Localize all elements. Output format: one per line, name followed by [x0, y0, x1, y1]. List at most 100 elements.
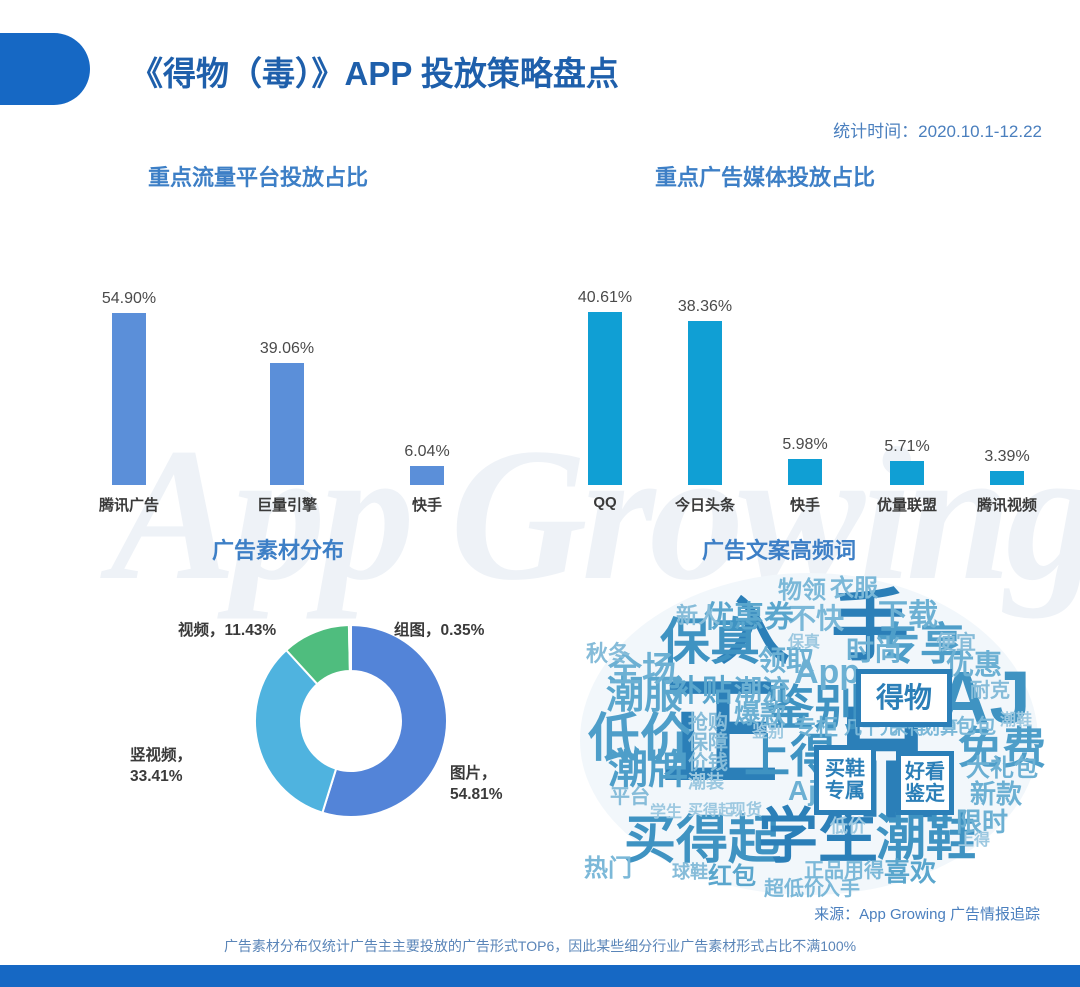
word-cloud-word: 耐克: [970, 680, 1010, 702]
word-cloud-word: 不快: [788, 603, 845, 634]
word-cloud-word: 红包: [708, 863, 756, 890]
word-cloud-word: 免费: [958, 724, 1046, 773]
word-cloud-word: 潮鞋: [1000, 712, 1033, 729]
word-cloud-word: 买得起: [624, 812, 781, 870]
bar-value-label: 5.98%: [782, 436, 828, 453]
bar-column: 38.36% 今日头条: [675, 230, 735, 514]
word-cloud-word: 用得: [844, 860, 884, 882]
word-cloud-keywords: 正品入手保真 专享 AJ 鉴别 低价 潮服 全场 潮牌 上得 免费 买得起 学生 潮鞋 App 下载 不快 时尚…: [566, 565, 1052, 905]
word-cloud-boxed-word-inner: 得物: [861, 674, 947, 722]
donut-label-vertical-line1: 竖视频，: [130, 747, 193, 764]
word-cloud-word: 入手: [820, 878, 860, 900]
bar-rect: [688, 321, 722, 485]
word-cloud-word: 低价: [588, 710, 693, 768]
word-cloud-word: 优惠券: [704, 601, 794, 634]
bar-rect: [588, 312, 622, 485]
bar-column: 6.04% 快手: [404, 230, 449, 514]
bar-category-label: 腾讯视频: [976, 497, 1038, 514]
word-cloud-word: 时尚: [846, 635, 903, 666]
word-cloud-word: App: [794, 653, 861, 691]
word-cloud-word: 正品: [804, 860, 844, 882]
word-cloud-word: 入: [716, 590, 790, 673]
word-cloud-word: 潮流: [734, 675, 791, 706]
word-cloud-boxed-word: 好看 鉴定: [896, 751, 954, 815]
bar-category-label: QQ: [593, 494, 617, 511]
bar-chart-platform: 54.90% 腾讯广告 39.06% 巨量引擎 6.04% 快手: [90, 230, 510, 514]
word-cloud-word: 保障: [688, 732, 728, 754]
word-cloud-word: 秋冬: [586, 641, 631, 666]
word-cloud-word: 现货: [730, 802, 763, 819]
word-cloud-word: 新人: [676, 603, 721, 628]
word-cloud-word: 潮装: [688, 772, 724, 792]
bar-rect: [990, 471, 1024, 485]
word-cloud-word: 全场: [608, 651, 676, 689]
bar-rect: [410, 466, 444, 485]
word-cloud-word: 专享: [876, 620, 964, 669]
word-cloud-boxed-word-inner: 好看 鉴定: [901, 756, 949, 810]
footnote: 广告素材分布仅统计广告主主要投放的广告形式TOP6，因此某些细分行业广告素材形式…: [223, 938, 857, 954]
word-cloud-word: 手: [831, 582, 910, 670]
bar-rect: [788, 459, 822, 485]
donut-svg: [254, 623, 448, 818]
donut-label-image-line1: 图片，: [450, 765, 497, 782]
source-credit: 来源：App Growing 广告情报追踪: [814, 906, 1040, 923]
bar-value-label: 54.90%: [101, 290, 157, 307]
word-cloud-word: 新款: [970, 779, 1023, 809]
word-cloud-word: 鉴别: [752, 724, 785, 741]
donut-label-vertical-video: 竖视频， 33.41%: [130, 745, 192, 787]
donut-label-image: 图片， 54.81%: [450, 763, 503, 805]
word-cloud-word: 潮服: [606, 675, 683, 717]
bar-category-label: 腾讯广告: [98, 497, 160, 514]
word-cloud-word: 低价: [830, 816, 866, 836]
donut-slice: [347, 623, 352, 673]
word-cloud-word: 便宜: [936, 632, 976, 654]
word-cloud-word: 上得: [958, 832, 991, 849]
word-cloud-background: [580, 573, 1038, 895]
bar-column: 54.90% 腾讯广告: [99, 230, 159, 514]
word-cloud-word: 限时: [956, 807, 1009, 837]
word-cloud-word: 抢购: [688, 712, 728, 734]
bar-category-label: 今日头条: [674, 497, 736, 514]
word-cloud-word: 潮鞋: [876, 810, 976, 866]
word-cloud-word: 学生: [650, 804, 683, 821]
bar-column: 5.98% 快手: [782, 230, 827, 514]
word-cloud-word: 专柜: [794, 715, 839, 740]
bar-value-label: 40.61%: [577, 289, 633, 306]
word-cloud-boxed-word-line2: 鉴定: [905, 783, 945, 805]
bar-value-label: 6.04%: [404, 443, 450, 460]
bar-category-label: 快手: [789, 497, 821, 514]
word-cloud-word: 物领: [778, 577, 826, 604]
word-cloud-word: 喜欢: [884, 857, 937, 887]
word-cloud-word: 价钱: [688, 752, 728, 774]
section-title-material: 广告素材分布: [212, 538, 345, 563]
word-cloud-word: 包包: [956, 716, 996, 738]
bar-column: 3.39% 腾讯视频: [977, 230, 1037, 514]
section-title-media: 重点广告媒体投放占比: [655, 165, 876, 190]
section-title-keywords: 广告文案高频词: [702, 538, 857, 563]
word-cloud-word: 衣服: [830, 575, 878, 602]
word-cloud-word: 爆款: [734, 699, 787, 729]
word-cloud-boxed-word: 买鞋 专属: [814, 745, 876, 815]
donut-label-group: 组图，0.35%: [394, 622, 485, 639]
word-cloud-word: 学生: [758, 803, 878, 870]
word-cloud-boxed-word: 得物: [856, 669, 952, 727]
word-cloud-word: 大礼包: [966, 755, 1038, 782]
word-cloud-word: 平台: [610, 786, 650, 808]
bar-column: 39.06% 巨量引擎: [257, 230, 317, 514]
word-cloud-word: 鉴别: [766, 682, 863, 735]
donut-slice: [321, 623, 448, 818]
bar-value-label: 39.06%: [259, 340, 315, 357]
word-cloud-word: 保真: [660, 614, 760, 670]
bar-value-label: 3.39%: [984, 448, 1030, 465]
bar-value-label: 38.36%: [677, 298, 733, 315]
word-cloud-word: 保真: [788, 634, 821, 651]
bar-category-label: 快手: [411, 497, 443, 514]
donut-label-video: 视频，11.43%: [178, 622, 277, 639]
word-cloud-word: 超低价: [764, 878, 824, 900]
bar-chart-media: 40.61% QQ 38.36% 今日头条 5.98% 快手 5.71% 优量联盟 3.39% 腾…: [560, 230, 1040, 514]
donut-label-image-line2: 54.81%: [450, 786, 503, 803]
footer-accent-bar: [0, 965, 1080, 987]
donut-slice: [254, 648, 338, 814]
bar-column: 5.71% 优量联盟: [877, 230, 937, 514]
